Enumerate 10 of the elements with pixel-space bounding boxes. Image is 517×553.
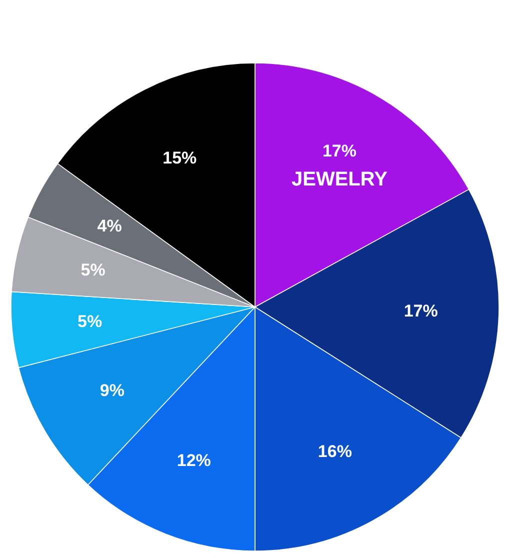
slice-label: JEWELRY (291, 168, 388, 190)
data-label: 5% (78, 312, 102, 332)
data-label: 15% (162, 148, 197, 168)
data-label: 16% (318, 442, 352, 461)
data-label: 12% (176, 450, 211, 470)
data-label: 17% (322, 142, 356, 161)
data-label: 17% (404, 302, 438, 321)
data-label: 5% (80, 260, 106, 280)
data-label: 9% (100, 380, 124, 400)
data-label: 4% (97, 216, 122, 236)
